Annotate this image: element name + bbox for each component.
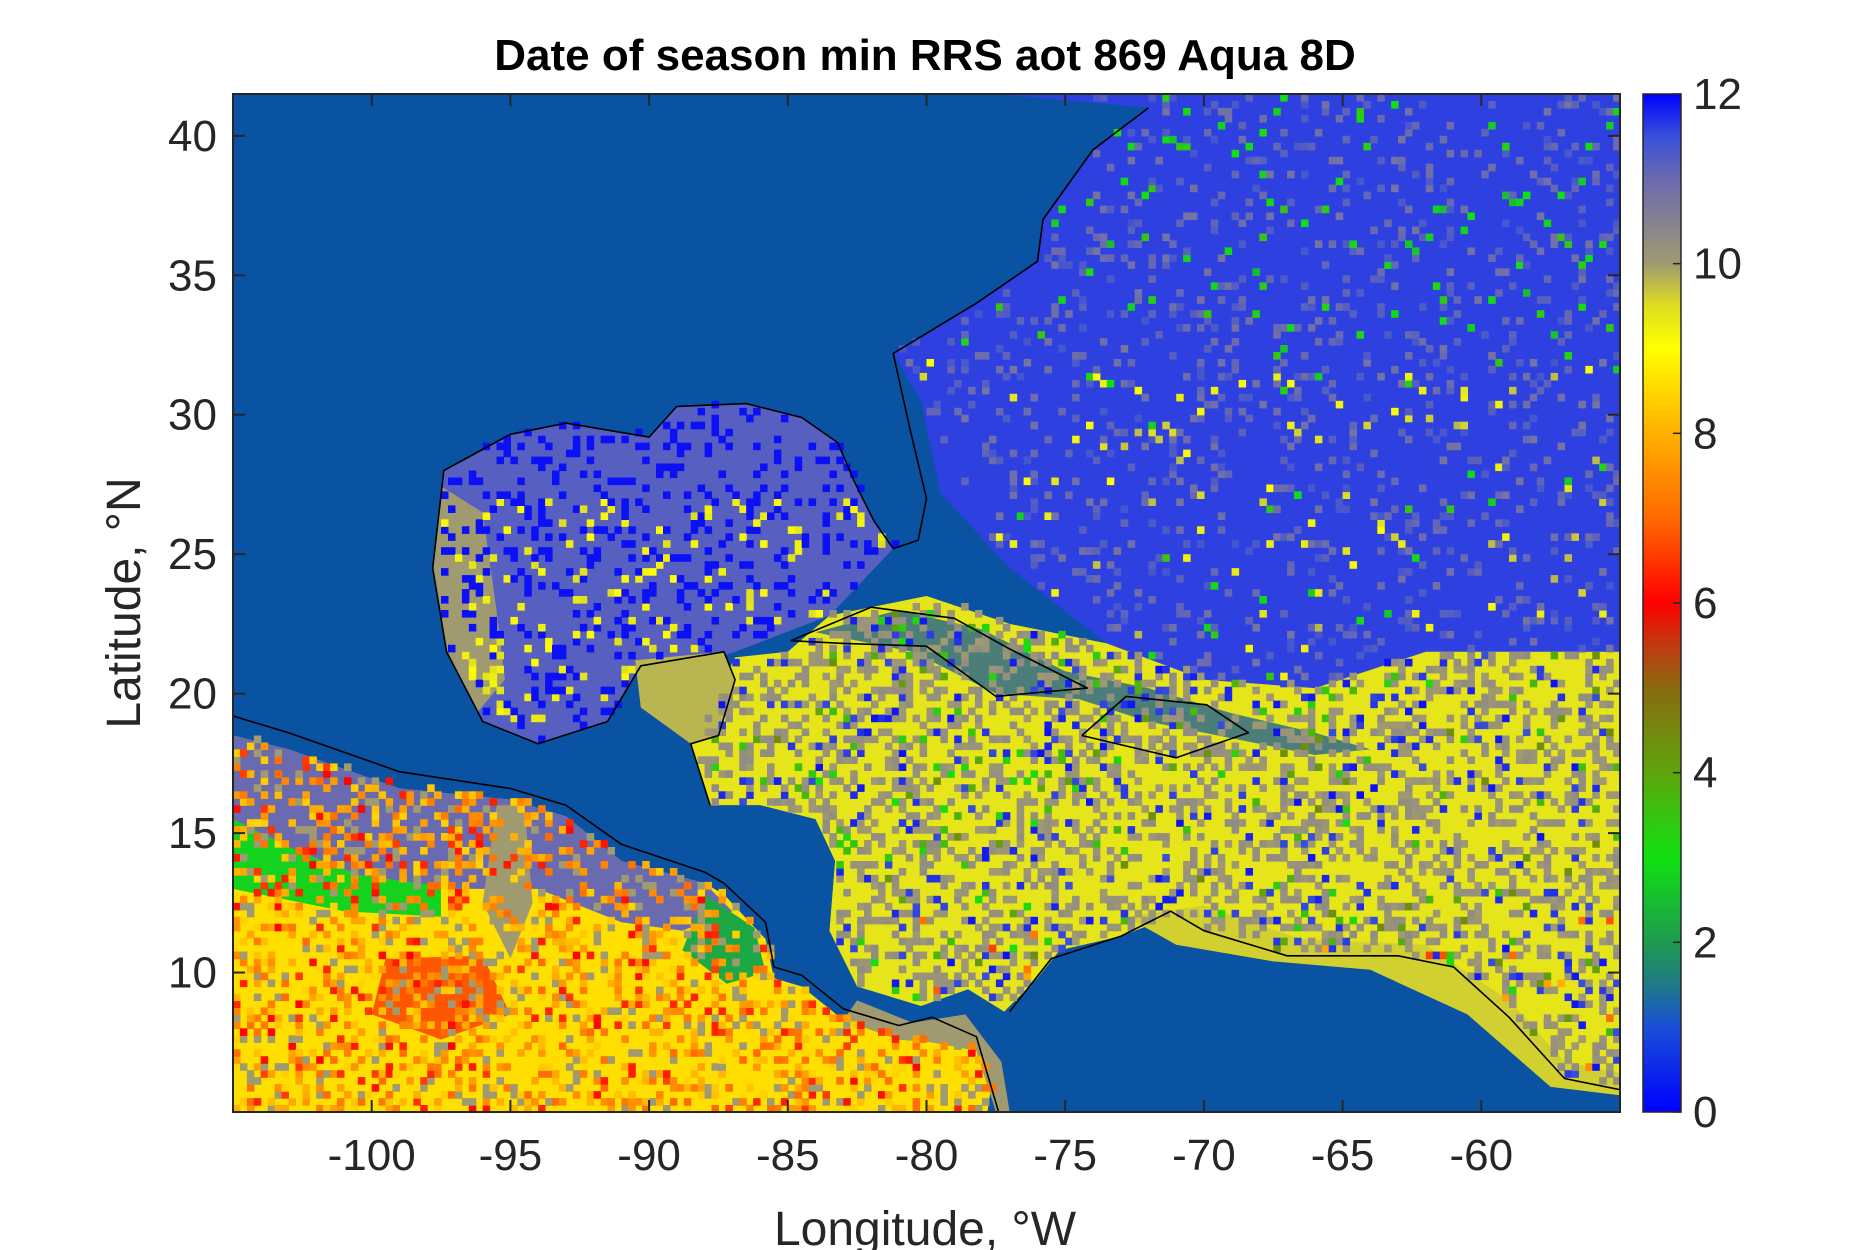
colorbar: 0 2 4 6 8 10 12 xyxy=(1642,70,1742,1137)
y-tick-label: 25 xyxy=(168,530,217,579)
x-axis-label: Longitude, °W xyxy=(774,1203,1077,1250)
colorbar-tick-label: 6 xyxy=(1693,579,1717,628)
y-tick-label: 40 xyxy=(168,112,217,161)
region-north-atlantic xyxy=(893,94,1620,689)
coast-hispaniola xyxy=(1081,695,1250,759)
colorbar-tick-label: 10 xyxy=(1693,240,1742,289)
x-tick-label: -90 xyxy=(617,1131,681,1180)
coast-us-east xyxy=(431,107,1149,806)
x-tick-label: -95 xyxy=(479,1131,543,1180)
y-axis-label: Latitude, °N xyxy=(98,477,151,728)
y-tick-label: 20 xyxy=(168,670,217,719)
x-tick-label: -75 xyxy=(1033,1131,1097,1180)
colorbar-tick-label: 0 xyxy=(1693,1088,1717,1137)
region-gulf-of-mexico xyxy=(432,403,894,744)
x-axis-ticks: -100 -95 -90 -85 -80 -75 -70 -65 -60 xyxy=(328,94,1513,1180)
pixel-speckle-layer xyxy=(233,94,1620,1112)
y-tick-label: 15 xyxy=(168,809,217,858)
colorbar-tick-label: 8 xyxy=(1693,409,1717,458)
x-tick-label: -100 xyxy=(328,1131,416,1180)
colorbar-ticks: 0 2 4 6 8 10 12 xyxy=(1673,70,1742,1137)
region-mexico-land-mask xyxy=(233,470,844,1009)
coast-south-america xyxy=(1009,910,1620,1091)
x-tick-label: -80 xyxy=(895,1131,959,1180)
y-axis-ticks: 10 15 20 25 30 35 40 xyxy=(168,112,1620,998)
coastline-layer xyxy=(233,107,1620,1112)
y-tick-label: 35 xyxy=(168,251,217,300)
colorbar-tick-label: 12 xyxy=(1693,70,1742,119)
coast-pacific xyxy=(233,715,1000,1112)
x-tick-label: -70 xyxy=(1172,1131,1236,1180)
y-tick-label: 30 xyxy=(168,391,217,440)
x-tick-label: -65 xyxy=(1311,1131,1375,1180)
region-north-america-land-mask xyxy=(233,94,1149,549)
chart-title: Date of season min RRS aot 869 Aqua 8D xyxy=(494,31,1355,80)
region-south-america-coast xyxy=(1126,905,1620,1096)
coast-cuba xyxy=(790,606,1089,698)
colorbar-tick-label: 2 xyxy=(1693,918,1717,967)
region-caribbean xyxy=(690,596,1620,1090)
colorbar-tick-label: 4 xyxy=(1693,749,1717,798)
map-plot-area xyxy=(233,94,1620,1112)
x-tick-label: -85 xyxy=(756,1131,820,1180)
y-tick-label: 10 xyxy=(168,949,217,998)
x-tick-label: -60 xyxy=(1450,1131,1514,1180)
